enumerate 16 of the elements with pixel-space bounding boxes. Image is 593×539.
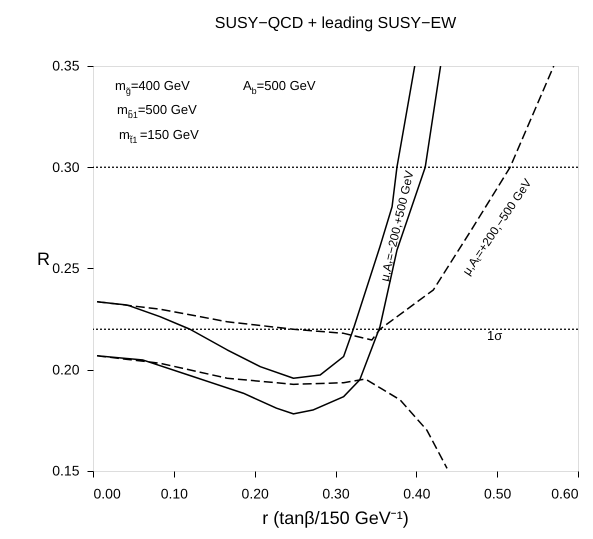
y-tick-label: 0.25	[52, 260, 80, 276]
x-tick-label: 0.20	[242, 486, 270, 502]
y-tick-label: 0.20	[52, 361, 80, 378]
chart-title: SUSY−QCD + leading SUSY−EW	[214, 15, 458, 32]
x-tick-label: 0.40	[403, 486, 431, 502]
x-tick-label: 0.00	[94, 486, 121, 502]
y-tick-label: 0.15	[52, 462, 80, 478]
x-tick-label: 0.30	[322, 486, 350, 502]
x-axis-title: r (tanβ/150 GeV⁻¹)	[262, 508, 409, 528]
x-tick-label: 0.50	[484, 486, 512, 502]
annotation: 1σ	[487, 328, 502, 343]
x-tick-label: 0.60	[551, 486, 579, 502]
x-tick-label: 0.10	[160, 486, 188, 502]
y-tick-label: 0.30	[52, 158, 80, 175]
y-axis-title: R	[37, 249, 50, 269]
y-tick-label: 0.35	[52, 58, 80, 74]
